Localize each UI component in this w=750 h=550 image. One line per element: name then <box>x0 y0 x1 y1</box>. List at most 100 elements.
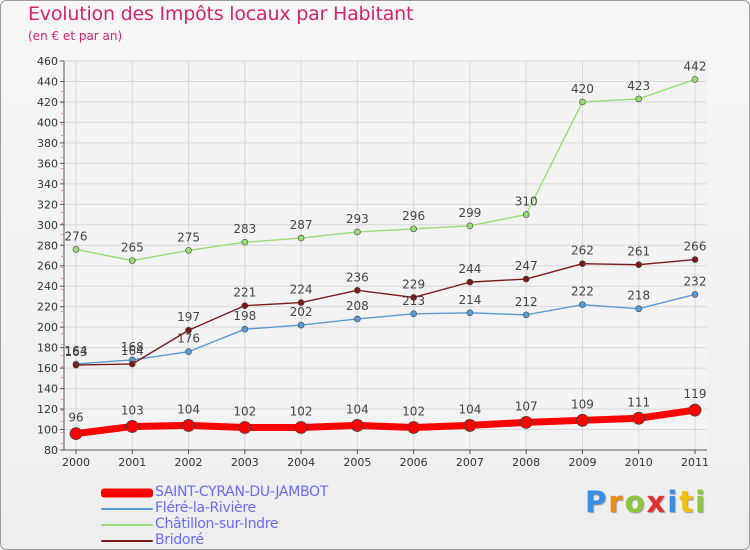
y-tick-label: 180 <box>37 342 58 355</box>
y-tick-label: 320 <box>37 198 58 211</box>
data-label: 102 <box>233 404 256 418</box>
logo-letter: i <box>667 485 680 519</box>
data-label: 111 <box>627 395 650 409</box>
y-tick-label: 160 <box>37 362 58 375</box>
x-tick-label: 2002 <box>175 456 203 469</box>
data-label: 296 <box>402 209 425 223</box>
data-point <box>128 257 136 264</box>
data-label: 202 <box>290 305 313 319</box>
logo-letter: i <box>695 485 708 519</box>
data-label: 96 <box>68 411 83 425</box>
data-point <box>522 311 530 319</box>
data-label: 276 <box>65 229 88 243</box>
legend-swatch <box>101 488 153 498</box>
logo-letter: t <box>679 485 696 519</box>
data-label: 261 <box>627 245 650 259</box>
x-tick-label: 2007 <box>456 456 484 469</box>
data-point <box>297 234 305 242</box>
y-tick-label: 200 <box>37 321 58 334</box>
legend-label: Fléré-la-Rivière <box>155 500 256 516</box>
data-label: 163 <box>65 345 88 359</box>
data-point <box>466 278 474 286</box>
data-point <box>466 309 474 317</box>
data-point <box>185 326 192 334</box>
data-label: 262 <box>571 244 594 258</box>
data-point <box>241 325 249 333</box>
logo-letter: P <box>585 485 609 519</box>
legend-item: Fléré-la-Rivière <box>101 500 421 517</box>
y-tick-label: 380 <box>37 137 58 150</box>
legend-swatch <box>101 540 153 542</box>
x-tick-label: 2005 <box>343 456 371 469</box>
legend-item: Châtillon-sur-Indre <box>101 516 421 533</box>
data-point <box>632 411 646 425</box>
data-point <box>522 275 530 283</box>
logo-letter: r <box>608 485 625 519</box>
data-point <box>72 361 80 369</box>
data-label: 168 <box>121 340 144 354</box>
chart-title: Evolution des Impôts locaux par Habitant <box>28 3 414 25</box>
data-point <box>688 403 702 417</box>
data-point <box>691 76 699 83</box>
data-label: 224 <box>290 283 313 297</box>
series-line <box>75 293 696 365</box>
data-point <box>297 299 305 306</box>
y-tick-label: 240 <box>37 280 58 293</box>
proxiti-logo: Proxiti <box>585 485 707 519</box>
data-point <box>125 420 139 433</box>
data-point <box>294 421 308 434</box>
x-tick-label: 2006 <box>400 456 428 469</box>
data-label: 247 <box>515 259 538 273</box>
x-tick-label: 2010 <box>625 456 653 469</box>
data-label: 214 <box>458 293 481 307</box>
data-point <box>691 291 699 298</box>
data-label: 107 <box>515 399 538 413</box>
data-label: 109 <box>571 397 594 411</box>
data-label: 265 <box>121 241 144 255</box>
data-point <box>579 98 586 106</box>
data-point <box>691 256 699 263</box>
chart-legend: SAINT-CYRAN-DU-JAMBOT Fléré-la-Rivière Châ… <box>101 484 421 549</box>
x-tick-label: 2009 <box>568 456 596 469</box>
data-point <box>410 310 417 318</box>
data-point <box>72 246 80 253</box>
y-tick-label: 80 <box>44 444 58 457</box>
data-label: 287 <box>290 218 313 232</box>
data-label: 103 <box>121 403 144 417</box>
data-point <box>182 419 195 432</box>
data-point <box>128 360 136 368</box>
data-point <box>354 287 361 294</box>
y-tick-label: 360 <box>37 157 58 170</box>
x-tick-label: 2000 <box>62 456 90 469</box>
data-label: 299 <box>458 206 481 220</box>
legend-item: Bridoré <box>101 532 421 549</box>
data-label: 283 <box>233 222 256 236</box>
data-label: 229 <box>402 277 425 291</box>
legend-label: Bridoré <box>155 532 204 548</box>
data-label: 222 <box>571 285 594 299</box>
logo-letter: o <box>624 485 647 519</box>
x-tick-label: 2001 <box>118 456 146 469</box>
data-label: 423 <box>627 79 650 93</box>
data-point <box>410 294 417 301</box>
y-tick-label: 120 <box>37 403 58 416</box>
y-tick-label: 280 <box>37 239 58 252</box>
data-point <box>635 261 643 269</box>
data-label: 275 <box>177 230 200 244</box>
x-tick-label: 2011 <box>681 456 709 469</box>
y-tick-label: 400 <box>37 116 58 129</box>
data-point <box>241 238 249 246</box>
x-tick-label: 2003 <box>231 456 259 469</box>
data-point <box>354 315 361 323</box>
y-tick-label: 100 <box>37 424 58 437</box>
data-point <box>350 419 364 432</box>
logo-letter: x <box>646 485 668 519</box>
y-tick-label: 220 <box>37 301 58 314</box>
data-point <box>185 348 192 356</box>
line-chart: 80 100 120 140 160 180 200 220 240 260 280 300 320 34… <box>37 55 709 469</box>
x-tick-label: 2008 <box>512 456 540 469</box>
plot-area <box>64 61 707 450</box>
y-tick-label: 420 <box>37 96 58 109</box>
data-label: 236 <box>346 270 369 284</box>
